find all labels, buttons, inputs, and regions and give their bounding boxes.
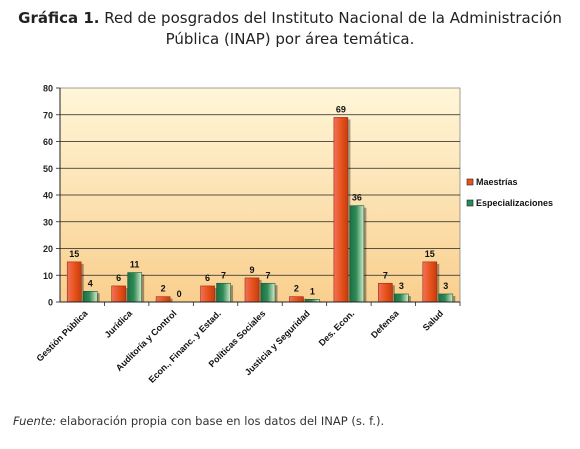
bar xyxy=(260,282,276,303)
bar xyxy=(216,282,231,303)
gridlines xyxy=(60,114,460,276)
data-label: 6 xyxy=(205,273,210,283)
legend-swatch xyxy=(466,178,474,186)
data-label: 7 xyxy=(221,270,226,280)
legend-label: Maestrías xyxy=(476,177,518,187)
data-label: 3 xyxy=(443,281,448,291)
bar xyxy=(66,261,82,303)
legend-label: Especializaciones xyxy=(476,198,553,208)
bar xyxy=(438,293,454,303)
y-tick-label: 60 xyxy=(43,137,53,147)
data-label: 15 xyxy=(425,249,435,259)
data-label: 69 xyxy=(336,104,346,114)
title-text-1: Red de posgrados del Instituto Nacional … xyxy=(104,9,562,27)
x-tick-label: Salud xyxy=(421,308,445,332)
bar xyxy=(155,296,171,303)
chart-title: Gráfica 1. Red de posgrados del Institut… xyxy=(0,8,580,50)
y-tick-label: 70 xyxy=(43,110,53,120)
x-tick-label: Defensa xyxy=(369,308,402,341)
x-tick-label: Gestión Pública xyxy=(34,308,90,364)
x-tick-label: Des. Econ. xyxy=(317,308,357,348)
y-tick-label: 40 xyxy=(43,191,53,201)
bars: 15 4 6 11 2 0 6 7 9 7 2 1 69 36 7 3 15 3 xyxy=(66,104,456,303)
y-tick-label: 20 xyxy=(43,244,53,254)
legend: Maestrías Especializaciones xyxy=(466,177,553,208)
source-label: Fuente: xyxy=(13,414,57,428)
data-label: 6 xyxy=(116,273,121,283)
bar xyxy=(200,285,215,303)
data-label: 36 xyxy=(352,193,362,203)
bar xyxy=(127,272,142,303)
data-label: 9 xyxy=(249,265,254,275)
x-tick-label: Jurídica xyxy=(103,308,135,340)
bar xyxy=(394,293,409,303)
data-label: 7 xyxy=(383,270,388,280)
x-tick-label: Econ., Financ. y Estad. xyxy=(147,308,223,384)
y-tick-label: 10 xyxy=(43,271,53,281)
bar xyxy=(349,205,365,303)
data-label: 2 xyxy=(161,284,166,294)
figure-label: Gráfica 1. xyxy=(18,9,100,27)
bar xyxy=(244,277,260,303)
bar xyxy=(111,285,126,303)
y-tick-label: 50 xyxy=(43,164,53,174)
data-label: 1 xyxy=(310,286,315,296)
title-line-1: Gráfica 1. Red de posgrados del Institut… xyxy=(0,8,580,29)
y-tick-label: 80 xyxy=(43,84,53,94)
y-tick-label: 30 xyxy=(43,217,53,227)
bar xyxy=(82,290,98,303)
data-label: 2 xyxy=(294,284,299,294)
data-label: 0 xyxy=(177,289,182,299)
data-label: 15 xyxy=(69,249,79,259)
bar xyxy=(289,296,304,303)
source-text: elaboración propia con base en los datos… xyxy=(56,414,385,428)
bar xyxy=(333,117,349,303)
bar xyxy=(422,261,438,303)
title-line-2: Pública (INAP) por área temática. xyxy=(165,30,415,48)
bar xyxy=(378,282,393,303)
source-note: Fuente: elaboración propia con base en l… xyxy=(13,414,384,428)
data-label: 11 xyxy=(130,260,140,270)
y-tick-label: 0 xyxy=(48,298,53,308)
data-label: 7 xyxy=(265,270,270,280)
data-label: 3 xyxy=(399,281,404,291)
data-label: 4 xyxy=(88,278,93,288)
legend-swatch xyxy=(466,199,474,207)
